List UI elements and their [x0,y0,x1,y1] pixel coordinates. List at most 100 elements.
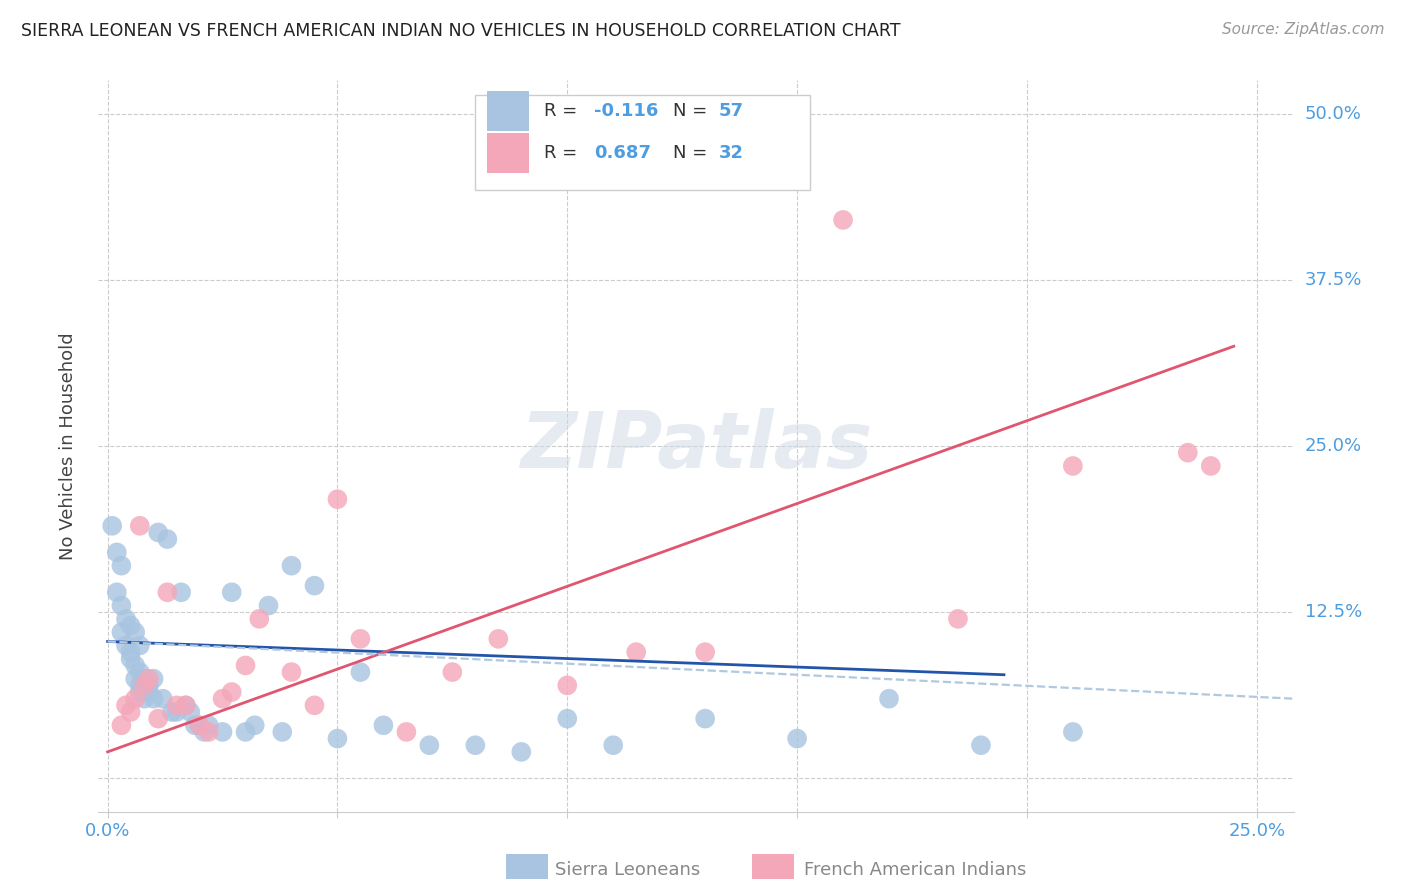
Point [188,718,211,732]
Point [148,712,170,726]
Point [441,665,464,679]
Point [134,691,156,706]
Point [395,725,418,739]
Point [138,672,160,686]
Point [110,558,132,573]
Point [166,698,188,713]
Point [877,691,900,706]
Point [105,545,128,559]
Point [138,678,160,692]
Point [197,718,219,732]
Point [221,585,243,599]
Point [349,632,371,646]
Point [695,712,717,726]
Point [124,625,146,640]
Point [786,731,808,746]
Point [1199,458,1222,473]
Point [142,672,165,686]
Text: Sierra Leoneans: Sierra Leoneans [555,861,700,879]
Text: 25.0%: 25.0% [1305,437,1362,455]
Text: ZIPatlas: ZIPatlas [520,408,872,484]
Point [832,213,855,227]
Text: French American Indians: French American Indians [804,861,1026,879]
Point [970,738,993,752]
Point [602,738,624,752]
Point [326,731,349,746]
Point [626,645,648,659]
FancyBboxPatch shape [486,91,529,131]
Point [349,665,371,679]
Point [418,738,440,752]
Point [110,599,132,613]
Point [257,599,280,613]
Point [555,712,578,726]
Point [101,518,124,533]
Point [486,632,509,646]
Text: R =: R = [544,144,583,161]
Point [235,658,257,673]
Text: 57: 57 [718,102,744,120]
Text: -0.116: -0.116 [595,102,659,120]
FancyBboxPatch shape [475,95,810,190]
Point [326,492,349,507]
Point [1177,445,1199,459]
Point [373,718,395,732]
Point [128,639,150,653]
Point [120,652,142,666]
Point [166,705,188,719]
Point [184,718,207,732]
Point [197,725,219,739]
Point [160,705,183,719]
Point [464,738,486,752]
Point [134,672,156,686]
Point [152,691,174,706]
Point [510,745,533,759]
Point [128,665,150,679]
Point [555,678,578,692]
Text: 37.5%: 37.5% [1305,271,1362,289]
Point [221,685,243,699]
Point [120,705,142,719]
Text: 32: 32 [718,144,744,161]
Point [243,718,266,732]
Point [188,718,211,732]
Text: 12.5%: 12.5% [1305,603,1362,621]
FancyBboxPatch shape [486,133,529,173]
Point [193,725,215,739]
Point [174,698,197,713]
Point [124,691,146,706]
Point [1062,458,1084,473]
Point [946,612,969,626]
Point [695,645,717,659]
Text: R =: R = [544,102,583,120]
Point [110,718,132,732]
Point [142,691,165,706]
Text: 50.0%: 50.0% [1305,104,1361,122]
Point [271,725,294,739]
Text: N =: N = [673,102,713,120]
Point [134,678,156,692]
Point [211,691,233,706]
Point [235,725,257,739]
Point [304,698,326,713]
Point [170,585,193,599]
Point [1062,725,1084,739]
Point [280,558,302,573]
Y-axis label: No Vehicles in Household: No Vehicles in Household [59,332,77,560]
Point [124,672,146,686]
Text: SIERRA LEONEAN VS FRENCH AMERICAN INDIAN NO VEHICLES IN HOUSEHOLD CORRELATION CH: SIERRA LEONEAN VS FRENCH AMERICAN INDIAN… [21,22,901,40]
Point [156,585,179,599]
Point [120,618,142,632]
Point [110,625,132,640]
Point [115,612,138,626]
Point [105,585,128,599]
Point [128,685,150,699]
Point [304,579,326,593]
Point [128,678,150,692]
Point [211,725,233,739]
Point [179,705,201,719]
Point [156,532,179,546]
Text: Source: ZipAtlas.com: Source: ZipAtlas.com [1222,22,1385,37]
Point [124,658,146,673]
Point [128,518,150,533]
